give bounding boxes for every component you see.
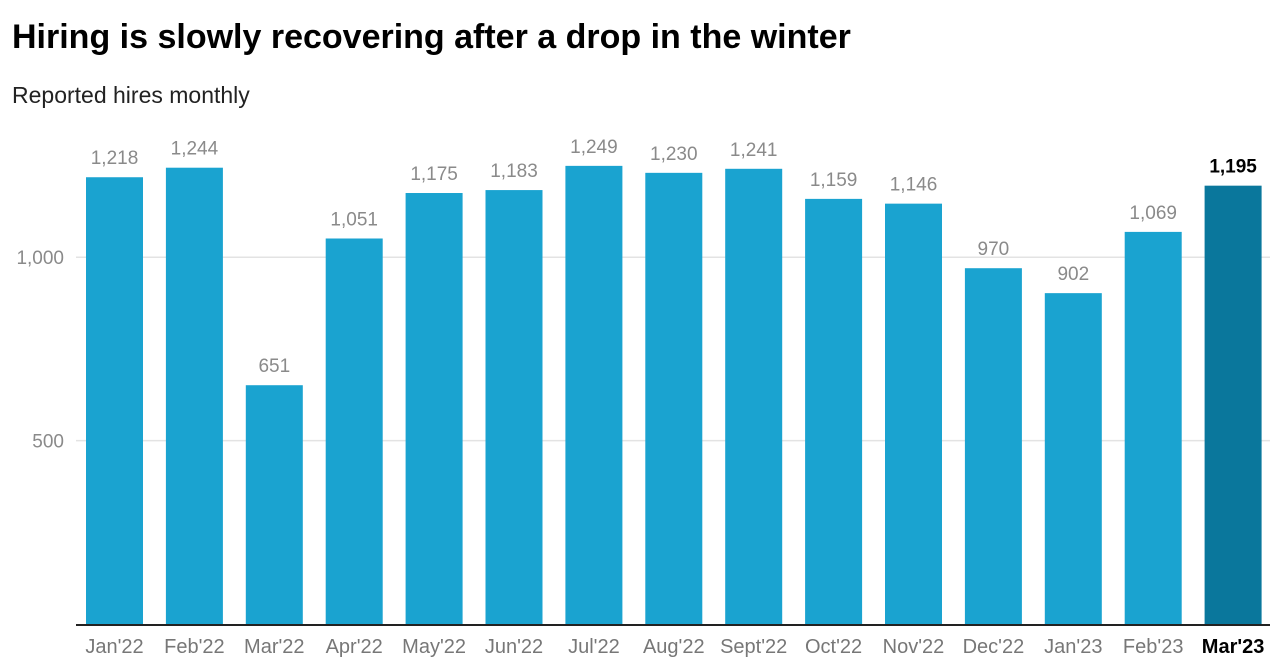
x-tick-label: Sept'22 [720,636,787,658]
bar [964,268,1022,624]
x-tick-label: Feb'22 [164,636,225,658]
chart-title: Hiring is slowly recovering after a drop… [12,18,851,56]
data-label: 1,249 [570,137,618,158]
x-tick-label: Mar'23 [1202,636,1265,658]
x-tick-label: Jun'22 [485,636,543,658]
data-label: 1,175 [410,164,458,185]
x-tick-label: Feb'23 [1123,636,1184,658]
data-label: 970 [978,239,1010,260]
bar [165,167,223,624]
data-label: 1,244 [171,139,219,160]
x-tick-label: Dec'22 [963,636,1025,658]
data-label: 1,146 [890,175,938,196]
bar [485,190,543,624]
bar [805,198,863,625]
data-label: 651 [258,356,290,377]
bar [325,238,383,624]
x-tick-label: Jul'22 [568,636,620,658]
y-tick-label: 500 [32,432,64,453]
data-label: 902 [1057,264,1089,285]
data-label: 1,230 [650,144,698,165]
bar [885,203,942,624]
y-tick-label: 1,000 [16,248,64,269]
x-tick-label: May'22 [402,636,466,658]
bar [1044,293,1102,624]
data-label: 1,218 [91,148,139,169]
x-tick-label: Oct'22 [805,636,862,658]
bar [245,385,303,624]
bar [1204,185,1262,624]
data-label: 1,069 [1129,203,1177,224]
x-tick-label: Jan'22 [85,636,143,658]
bar [86,177,143,624]
bar [645,172,703,624]
x-tick-label: Mar'22 [244,636,305,658]
bar [405,193,463,624]
bar [565,165,623,624]
x-tick-label: Apr'22 [326,636,383,658]
x-tick-label: Nov'22 [883,636,945,658]
chart-subtitle: Reported hires monthly [12,82,250,108]
data-label: 1,241 [730,140,778,161]
data-label: 1,051 [330,209,378,230]
bar [725,168,783,624]
data-label: 1,195 [1209,157,1257,178]
data-label: 1,183 [490,161,538,182]
bar [1124,231,1182,624]
x-tick-label: Jan'23 [1044,636,1102,658]
data-label: 1,159 [810,170,858,191]
x-tick-label: Aug'22 [643,636,705,658]
